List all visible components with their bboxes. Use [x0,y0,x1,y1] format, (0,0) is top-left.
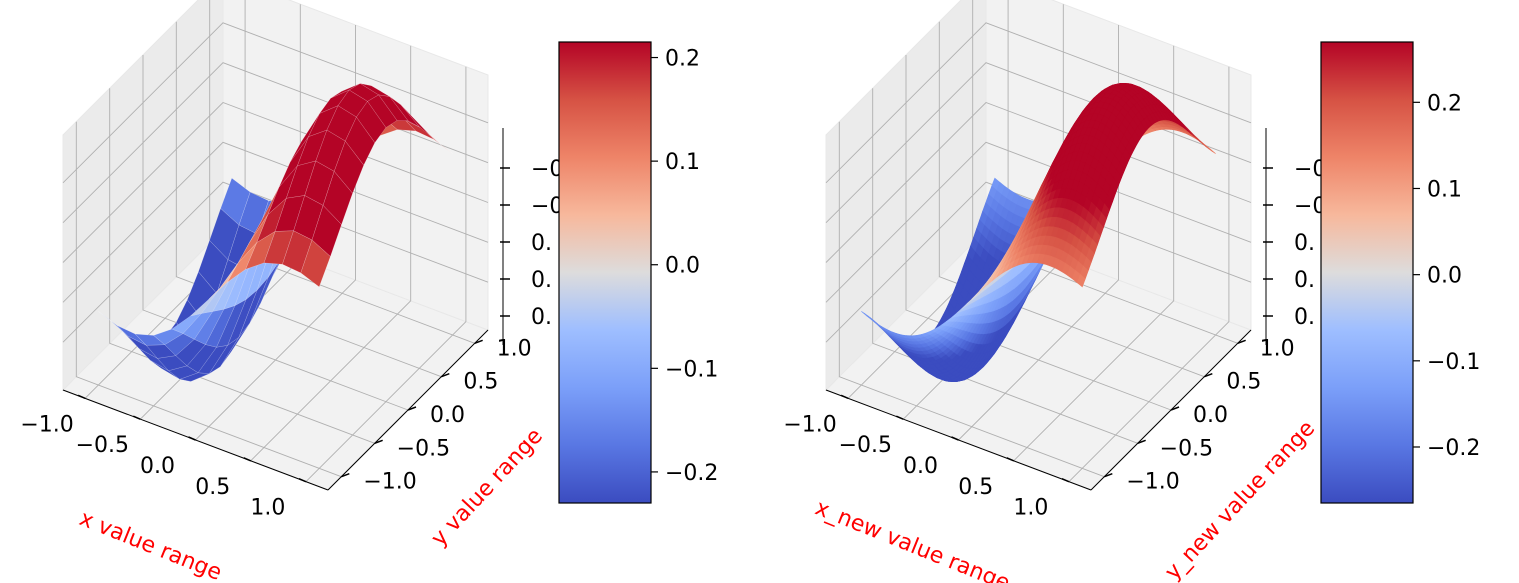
colorbar-gradient [558,41,652,504]
z-tick-label: 0. [1294,305,1315,330]
y-tick-label: 1.0 [497,336,532,361]
surface-plot-right: −1.0−0.50.00.51.0−1.0−0.50.00.51.0−0.−0.… [783,0,1333,583]
y-grid-line [838,121,1105,478]
y-tick-label: 0.0 [430,403,465,428]
z-tick-label: 0. [531,305,552,330]
colorbar-right: −0.2 −0.1 0.0 0.1 0.2 [1320,41,1480,504]
y-grid-line [142,55,409,411]
x-axis-label: x value range [76,506,225,583]
z-grid-line [825,141,1252,303]
x-grid-line [250,45,412,462]
y-tick-label: −1.0 [1126,470,1179,495]
y-tick-label: −0.5 [1160,436,1213,461]
y-tick-label: 0.0 [1193,403,1228,428]
z-tick-label: 0. [531,231,552,256]
y-tick [1104,472,1113,478]
y-tick-label: −0.5 [397,436,450,461]
surface-patch [1076,273,1086,288]
x-tick-label: −1.0 [783,412,836,437]
x-tick [132,415,141,420]
surface-plot-left: −1.0−0.50.00.51.0−1.0−0.50.00.51.0−0.−00… [20,0,570,583]
y-tick-label: 0.5 [1226,370,1261,395]
x-axis-label: x_new value range [812,496,1014,583]
y-tick [374,439,383,445]
x-tick-label: 0.5 [958,475,993,500]
y-grid-line [109,88,375,444]
colorbar-tick-label: −0.1 [665,357,718,382]
x-grid-line [1068,66,1230,483]
colorbar-tick-label: 0.2 [665,47,700,72]
z-grid-line [825,22,1252,184]
x-tick-label: 1.0 [1013,496,1048,521]
y-tick-label: 0.5 [463,370,498,395]
z-grid-line [825,101,1252,263]
x-tick [840,394,849,400]
y-tick [407,406,417,411]
y-tick [1237,339,1246,345]
y-tick [1170,406,1180,411]
surface-patch [345,116,376,166]
z-grid-line [62,101,489,263]
colorbar-gradient [1320,41,1414,504]
y-grid-line [75,121,342,478]
z-grid-line [62,141,489,303]
colorbar-tick-label: 0.2 [1427,91,1462,116]
colorbar-tick-label: −0.1 [1427,350,1480,375]
z-tick-label: 0. [1294,231,1315,256]
surface [861,82,1216,383]
x-tick-label: 1.0 [250,496,285,521]
y-grid-line [938,21,1205,378]
x-tick-label: −0.5 [839,433,892,458]
x-tick-label: −1.0 [20,412,73,437]
z-tick-label: −0 [531,194,563,219]
surface [98,83,453,382]
y-tick-label: −1.0 [363,470,416,495]
y-grid-line [905,55,1172,411]
x-tick-label: 0.5 [195,475,230,500]
z-tick-label: 0. [1294,268,1315,293]
surface-patch [300,239,331,288]
colorbar-tick-label: 0.1 [1427,177,1462,202]
z-tick-label: 0. [531,268,552,293]
x-tick [1006,457,1015,462]
colorbar-tick-label: 0.0 [1427,264,1462,289]
y-tick [1137,439,1146,445]
z-grid-line [62,22,489,184]
x-tick-label: 0.0 [140,454,175,479]
colorbar-tick-label: 0.1 [665,150,700,175]
surface-patch [400,104,431,136]
surface-patch [356,100,387,144]
y-tick [474,339,483,345]
colorbar-tick-label: 0.0 [665,254,700,279]
z-grid-line [825,181,1252,343]
x-tick-label: −0.5 [76,433,129,458]
z-grid-line [62,181,489,343]
y-grid-line [175,21,442,378]
x-grid-line [305,66,467,483]
y-tick [441,372,450,378]
x-tick [298,477,307,483]
colorbar-left: −0.2 −0.1 0.0 0.1 0.2 [558,41,718,504]
x-tick [243,457,252,462]
x-tick-label: 0.0 [903,454,938,479]
surface-patch [322,170,353,226]
y-tick [1204,372,1213,378]
colorbar-tick-label: −0.2 [1427,436,1480,461]
x-tick [188,436,196,441]
y-grid-line [872,88,1138,444]
x-tick [1061,477,1070,483]
x-grid-line [1013,45,1175,462]
y-tick-label: 1.0 [1260,336,1295,361]
y-tick [341,472,350,478]
x-tick [77,394,86,400]
x-tick [951,436,959,441]
colorbar-tick-label: −0.2 [665,461,718,486]
x-tick [895,415,904,420]
